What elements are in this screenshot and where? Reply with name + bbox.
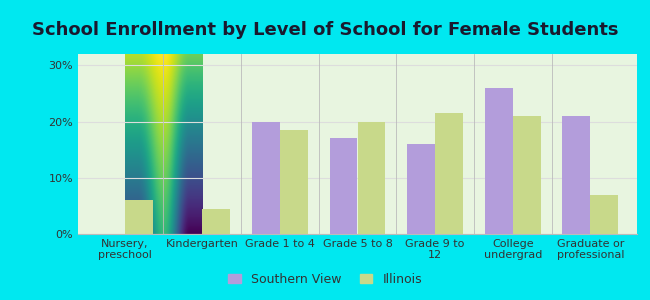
Bar bbox=[202, 209, 230, 234]
Bar bbox=[125, 200, 153, 234]
Bar bbox=[330, 138, 358, 234]
Bar bbox=[358, 122, 385, 234]
Text: School Enrollment by Level of School for Female Students: School Enrollment by Level of School for… bbox=[32, 21, 618, 39]
Bar bbox=[590, 195, 618, 234]
Bar bbox=[407, 144, 435, 234]
Bar bbox=[280, 130, 308, 234]
Legend: Southern View, Illinois: Southern View, Illinois bbox=[223, 268, 427, 291]
Bar bbox=[485, 88, 513, 234]
Bar bbox=[435, 113, 463, 234]
Bar bbox=[562, 116, 590, 234]
Bar bbox=[252, 122, 280, 234]
Bar bbox=[513, 116, 541, 234]
